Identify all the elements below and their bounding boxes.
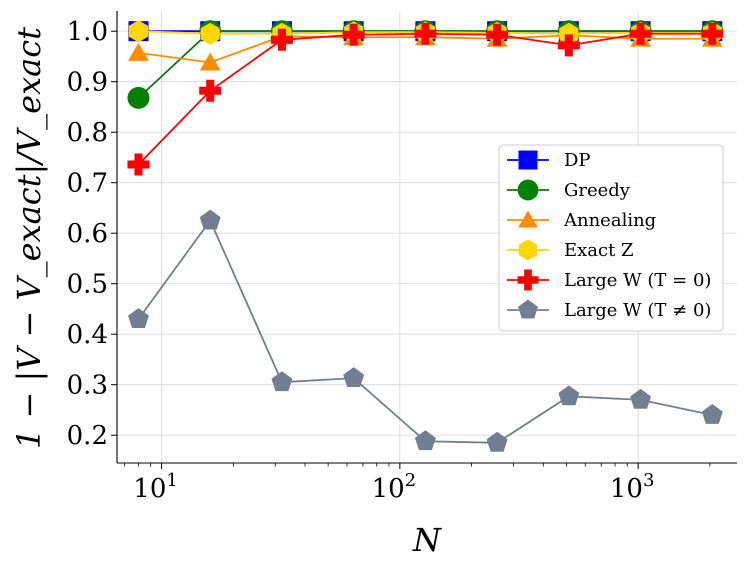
series-pentagon <box>128 209 723 452</box>
data-point <box>271 371 293 392</box>
axes <box>111 11 737 469</box>
data-point <box>518 299 538 319</box>
y-tick-label: 0.7 <box>67 169 108 199</box>
legend-label: Large W (T ≠ 0) <box>564 300 711 321</box>
x-tick-label: 102 <box>372 470 417 504</box>
legend-item: DP <box>507 150 591 171</box>
data-point <box>517 269 539 291</box>
y-tick-label: 0.4 <box>67 320 108 350</box>
legend-item: Annealing <box>507 210 656 231</box>
data-point <box>518 210 538 228</box>
x-axis-label: N <box>412 521 442 559</box>
data-point <box>629 22 652 45</box>
y-tick-label: 1.0 <box>67 17 108 47</box>
legend-item: Greedy <box>507 179 631 201</box>
data-point <box>518 150 538 170</box>
y-tick-label: 0.9 <box>67 68 108 98</box>
data-point <box>518 239 538 261</box>
data-point <box>701 22 724 45</box>
x-tick-label: 103 <box>610 470 655 504</box>
data-point <box>199 52 221 71</box>
data-point <box>343 367 365 388</box>
data-point <box>558 385 580 406</box>
data-point <box>630 388 652 409</box>
y-tick-label: 0.2 <box>67 421 108 451</box>
y-tick-label: 0.6 <box>67 219 108 249</box>
data-point <box>559 22 579 45</box>
data-point <box>557 34 580 57</box>
data-point <box>517 179 539 201</box>
x-tick-label: 101 <box>133 470 178 504</box>
series-layer <box>127 20 724 452</box>
data-point <box>342 23 365 46</box>
y-tick-label: 0.8 <box>67 118 108 148</box>
legend-item: Large W (T = 0) <box>507 269 711 291</box>
legend-label: DP <box>564 150 591 171</box>
legend-label: Exact Z <box>564 240 634 261</box>
series-plus <box>127 22 724 176</box>
legend-item: Large W (T ≠ 0) <box>507 299 711 321</box>
data-point <box>701 404 723 424</box>
data-point <box>486 23 509 46</box>
legend-label: Large W (T = 0) <box>564 270 711 291</box>
data-point <box>270 28 293 51</box>
tick-labels: 0.2 0.3 0.4 0.5 0.6 0.7 0.8 0.9 1.0 101 102 103 <box>67 17 655 504</box>
data-point <box>199 79 222 102</box>
legend-box <box>498 144 724 332</box>
y-tick-label: 0.5 <box>67 270 108 300</box>
y-tick-label: 0.3 <box>67 371 108 401</box>
data-point <box>127 153 150 176</box>
legend-label: Annealing <box>563 210 656 231</box>
data-point <box>127 86 150 109</box>
data-point <box>128 308 149 328</box>
data-point <box>200 22 220 45</box>
data-point <box>414 22 437 45</box>
data-point <box>128 42 149 61</box>
legend-label: Greedy <box>564 180 631 201</box>
data-point <box>128 20 149 43</box>
data-point <box>414 430 436 451</box>
data-point <box>486 431 508 452</box>
legend: DP Greedy Annealing Exact Z Large W (T = 0) L… <box>498 144 724 332</box>
legend-item: Exact Z <box>507 239 634 261</box>
y-axis-label: 1 − |V − V_exact|/V_exact <box>10 27 48 449</box>
data-point <box>199 209 221 230</box>
